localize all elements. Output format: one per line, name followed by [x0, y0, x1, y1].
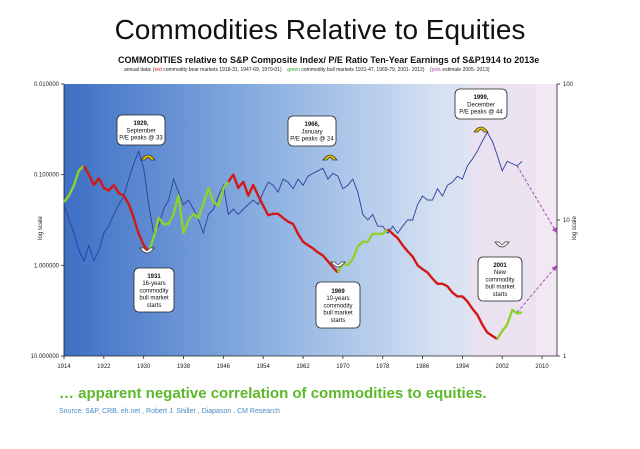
x-tick-label: 1946 [217, 364, 231, 370]
legend-pink-label: pink [431, 67, 441, 73]
pe-estimate-arrow-head [552, 227, 557, 234]
callout-line: commodity [139, 288, 168, 294]
callout-line: bull market [323, 311, 353, 317]
callout-line: bull market [485, 285, 515, 291]
legend-green-label: green [287, 67, 300, 73]
callout-line: 1931 [147, 274, 161, 280]
commodity-estimate-arrow-head [551, 265, 557, 272]
curved-arrow-up-icon [140, 154, 156, 161]
x-tick-label: 1994 [456, 364, 470, 370]
callout-line: 1929, [133, 121, 148, 127]
callout-line: commodity [485, 277, 514, 283]
left-tick-label: 0.010000 [34, 82, 60, 88]
callout-line: P/E peaks @ 33 [119, 136, 163, 142]
callout-line: 2001 [493, 263, 507, 269]
legend-prefix: annual data: ( [124, 67, 155, 73]
callout-line: starts [493, 292, 508, 298]
x-tick-label: 1986 [416, 364, 430, 370]
x-tick-label: 1914 [57, 364, 71, 370]
commodity-bull-segment [496, 308, 523, 340]
callout-line: New [494, 270, 507, 276]
left-axis-label: log scale [38, 216, 44, 240]
left-tick-label: 0.100000 [34, 173, 60, 179]
curved-arrow-up-icon [322, 154, 338, 161]
callout-box [116, 114, 166, 146]
callout-line: 1999, [473, 95, 488, 101]
commodity-bear-segment [227, 173, 339, 274]
callout-box [287, 115, 337, 147]
right-tick-label: 1 [563, 354, 567, 360]
commodity-bull-segment [336, 228, 389, 274]
legend-line: annual data: (red commodity bear markets… [124, 67, 490, 73]
annotation-callout: 1966,January P/E peaks @ 24 [287, 115, 338, 161]
callout-line: bull market [139, 296, 169, 302]
right-axis-label: log scale [572, 216, 578, 240]
commodity-estimate-arrow [516, 265, 558, 313]
callout-box [133, 267, 175, 313]
commodity-bull-segment [63, 165, 85, 203]
callout-line: September [126, 128, 155, 134]
legend-green-desc: commodity bull markets 1931-47, 1969-79,… [299, 67, 425, 73]
annotation-callout: 1999,December P/E peaks @ 44 [454, 88, 508, 133]
pe-estimate-arrow [516, 165, 558, 234]
source-note: Source: S&P, CRB, eh.net , Robert J. Shi… [59, 408, 280, 415]
x-tick-label: 1970 [336, 364, 350, 370]
right-tick-label: 10 [563, 218, 570, 224]
estimate-region [470, 84, 557, 356]
callout-line: commodity [323, 303, 352, 309]
x-tick-label: 1938 [177, 364, 191, 370]
left-tick-label: 10.000000 [31, 354, 60, 360]
pe-ratio-line [63, 131, 523, 263]
legend-red-label: red [154, 67, 162, 73]
left-tick-label: 1.000000 [34, 263, 60, 269]
page-title: Commodities Relative to Equities [114, 14, 526, 45]
callout-line: 1966, [304, 122, 319, 128]
x-tick-label: 1962 [296, 364, 310, 370]
curved-arrow-down-icon [139, 247, 155, 254]
callout-line: 16-years [142, 281, 165, 287]
callout-line: December [467, 102, 495, 108]
callout-line: 1969 [331, 289, 345, 295]
legend-pink-desc: estimate 2005- 2013) [440, 67, 490, 73]
callout-box [477, 256, 523, 302]
commodity-bear-segment [82, 165, 150, 253]
curved-arrow-down-icon [494, 241, 510, 248]
x-tick-label: 2002 [496, 364, 510, 370]
callout-line: starts [331, 318, 346, 324]
x-tick-label: 1922 [97, 364, 111, 370]
legend-red-desc: commodity bear markets 1918-31, 1947-69,… [161, 67, 282, 73]
curved-arrow-up-icon [473, 126, 489, 133]
annotation-callout: 1929,September P/E peaks @ 33 [116, 114, 166, 161]
x-tick-label: 1954 [257, 364, 271, 370]
chart-subtitle: COMMODITIES relative to S&P Composite In… [118, 55, 540, 65]
commodity-bear-segment [386, 228, 498, 341]
callout-line: P/E peaks @ 44 [459, 110, 503, 116]
x-tick-label: 1930 [137, 364, 151, 370]
curved-arrow-down-icon [330, 261, 346, 268]
x-tick-label: 2010 [535, 364, 549, 370]
callout-line: 10-years [326, 296, 349, 302]
right-tick-label: 100 [563, 82, 574, 88]
callout-line: starts [147, 303, 162, 309]
x-tick-label: 1978 [376, 364, 390, 370]
callout-line: January [301, 129, 322, 135]
callout-box [454, 88, 508, 120]
callout-line: P/E peaks @ 24 [290, 137, 334, 143]
callout-box [315, 281, 361, 329]
footer-note: … apparent negative correlation of commo… [59, 385, 487, 402]
commodity-bull-segment [147, 181, 230, 252]
